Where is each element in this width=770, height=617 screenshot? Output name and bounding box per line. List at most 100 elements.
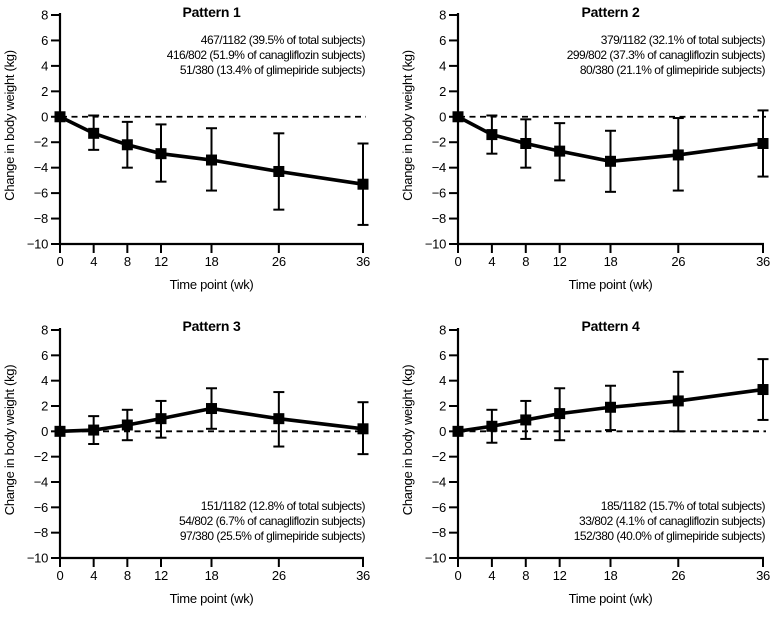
data-point-marker (54, 425, 66, 437)
x-tick-label: 18 (604, 568, 618, 583)
y-tick-label: −4 (34, 160, 48, 175)
y-tick-label: −8 (34, 211, 48, 226)
x-tick-label: 4 (90, 568, 97, 583)
y-tick-label: 8 (41, 8, 48, 23)
annotation-line: 33/802 (4.1% of canagliflozin subjects) (579, 514, 765, 528)
y-tick-label: 0 (41, 424, 48, 439)
panel-pattern-2: Pattern 2 379/1182 (32.1% of total subjec… (400, 4, 770, 292)
x-tick-label: 36 (756, 568, 770, 583)
y-tick-label: 0 (439, 109, 446, 124)
data-point-marker (452, 111, 464, 123)
annotation-line: 152/380 (40.0% of glimepiride subjects) (574, 529, 766, 543)
data-point-marker (605, 401, 616, 413)
y-axis-label: Change in body weight (kg) (2, 365, 17, 515)
y-tick-label: −4 (432, 475, 446, 490)
x-tick-label: 8 (522, 254, 529, 269)
y-tick-label: 0 (439, 424, 446, 439)
y-tick-label: 2 (439, 399, 446, 414)
y-tick-label: −10 (425, 551, 446, 566)
y-tick-label: 6 (439, 348, 446, 363)
x-axis-label: Time point (wk) (170, 277, 254, 292)
x-tick-label: 4 (488, 568, 495, 583)
y-tick-label: −8 (432, 211, 446, 226)
annotation-line: 80/380 (21.1% of glimepiride subjects) (580, 63, 766, 77)
x-tick-label: 8 (124, 254, 131, 269)
x-tick-label: 8 (124, 568, 131, 583)
y-tick-label: −4 (432, 160, 446, 175)
x-tick-label: 12 (553, 254, 567, 269)
y-tick-label: 6 (41, 33, 48, 48)
data-point-marker (520, 137, 532, 149)
y-tick-label: 4 (41, 373, 48, 388)
y-tick-label: 2 (439, 84, 446, 99)
data-point-marker (88, 424, 100, 436)
data-point-marker (155, 413, 167, 425)
x-tick-label: 0 (57, 568, 64, 583)
data-point-marker (672, 395, 684, 407)
y-tick-label: −10 (425, 237, 446, 252)
annotation-line: 54/802 (6.7% of canagliflozin subjects) (179, 514, 365, 528)
annotation-line: 151/1182 (12.8% of total subjects) (201, 499, 366, 513)
annotation-line: 97/380 (25.5% of glimepiride subjects) (180, 529, 366, 543)
y-tick-label: 8 (439, 323, 446, 338)
x-tick-label: 8 (522, 568, 529, 583)
x-tick-label: 0 (57, 254, 64, 269)
x-tick-label: 36 (756, 254, 770, 269)
data-point-marker (206, 403, 217, 415)
panel-pattern-1: Pattern 1 467/1182 (39.5% of total subjec… (2, 4, 370, 292)
x-tick-label: 26 (272, 568, 286, 583)
annotation-line: 299/802 (37.3% of canagliflozin subjects… (567, 48, 766, 62)
x-tick-label: 18 (205, 568, 219, 583)
data-point-marker (486, 420, 498, 432)
y-tick-label: −10 (27, 237, 48, 252)
data-point-marker (486, 129, 498, 141)
y-tick-label: −6 (34, 186, 48, 201)
data-point-marker (757, 384, 769, 396)
y-tick-label: 4 (439, 373, 446, 388)
y-tick-label: 6 (41, 348, 48, 363)
chart-title: Pattern 3 (182, 318, 241, 334)
y-tick-label: 4 (439, 58, 446, 73)
y-tick-label: 2 (41, 399, 48, 414)
annotation-line: 416/802 (51.9% of canagliflozin subjects… (167, 48, 366, 62)
x-tick-label: 26 (671, 568, 685, 583)
x-tick-label: 18 (604, 254, 618, 269)
x-tick-label: 4 (488, 254, 495, 269)
panel-pattern-4: Pattern 4 185/1182 (15.7% of total subjec… (400, 318, 770, 606)
data-point-marker (554, 408, 566, 420)
y-tick-label: 4 (41, 58, 48, 73)
y-tick-label: 0 (41, 109, 48, 124)
data-point-marker (452, 425, 464, 437)
x-tick-label: 36 (356, 568, 370, 583)
annotation-line: 51/380 (13.4% of glimepiride subjects) (180, 63, 366, 77)
data-point-marker (605, 155, 616, 167)
data-point-marker (520, 414, 532, 426)
x-tick-label: 4 (90, 254, 97, 269)
y-tick-label: 8 (439, 8, 446, 23)
x-axis-label: Time point (wk) (569, 591, 653, 606)
y-tick-label: −2 (34, 449, 48, 464)
data-point-marker (554, 145, 566, 157)
data-point-marker (155, 148, 167, 160)
y-tick-label: −2 (432, 135, 446, 150)
data-point-marker (357, 178, 369, 190)
x-tick-label: 12 (154, 254, 168, 269)
x-tick-label: 12 (553, 568, 567, 583)
y-tick-label: −6 (432, 186, 446, 201)
x-tick-label: 0 (455, 254, 462, 269)
chart-title: Pattern 4 (581, 318, 640, 334)
y-tick-label: 2 (41, 84, 48, 99)
data-point-marker (357, 423, 369, 435)
y-tick-label: −6 (34, 500, 48, 515)
y-axis-label: Change in body weight (kg) (2, 50, 17, 200)
x-tick-label: 26 (671, 254, 685, 269)
annotation-line: 467/1182 (39.5% of total subjects) (201, 33, 366, 47)
y-axis-label: Change in body weight (kg) (400, 365, 415, 515)
data-point-marker (54, 111, 66, 123)
annotation-line: 379/1182 (32.1% of total subjects) (601, 33, 766, 47)
data-point-marker (88, 127, 100, 139)
data-point-marker (757, 137, 769, 149)
data-point-marker (206, 154, 217, 166)
